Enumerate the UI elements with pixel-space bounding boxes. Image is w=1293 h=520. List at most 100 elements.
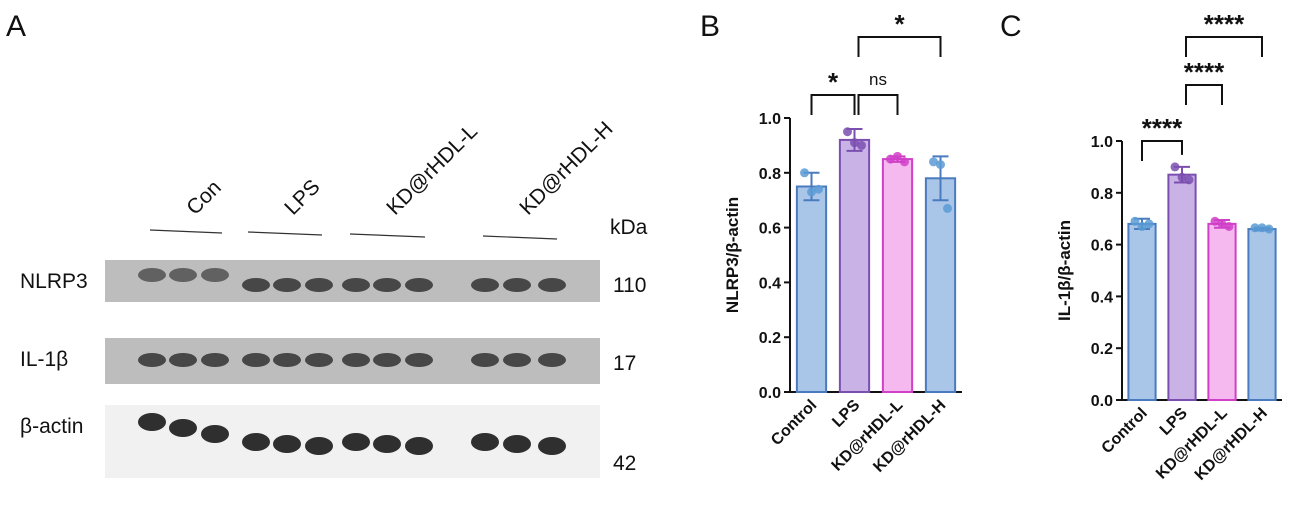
blot-band xyxy=(273,435,301,453)
data-point xyxy=(1130,216,1140,226)
data-point xyxy=(850,138,859,148)
blot-band xyxy=(201,268,229,282)
data-point xyxy=(1257,223,1267,233)
bar xyxy=(838,138,871,393)
y-tick-label: 1.0 xyxy=(759,111,781,128)
data-point xyxy=(1217,219,1227,229)
group-line xyxy=(482,235,558,240)
y-axis-label: NLRP3/β-actin xyxy=(723,197,742,313)
blot-band xyxy=(342,353,370,367)
significance-label: ns xyxy=(869,70,887,89)
panel-label: B xyxy=(700,10,720,43)
panel-label: C xyxy=(1000,10,1022,43)
blot-band xyxy=(201,353,229,367)
y-tick-label: 0.6 xyxy=(759,221,781,238)
data-point xyxy=(800,168,809,178)
western-blot: NLRP3 110 IL-1β 17 β-actin 42 kDa Con LPS KD@rHDL… xyxy=(20,117,648,478)
group-label: LPS xyxy=(280,175,324,219)
blot-band xyxy=(138,413,166,431)
blot-band xyxy=(201,425,229,443)
blot-band xyxy=(373,278,401,292)
significance-bracket xyxy=(1141,140,1183,161)
data-point xyxy=(814,184,823,194)
bar xyxy=(1247,228,1277,401)
blot-band xyxy=(538,353,566,367)
data-point xyxy=(936,160,945,170)
blot-band xyxy=(373,353,401,367)
data-point xyxy=(1137,221,1147,231)
y-tick-label: 0.8 xyxy=(1091,186,1113,203)
blot-band xyxy=(503,353,531,367)
data-point xyxy=(900,157,909,167)
blot-band xyxy=(242,278,270,292)
blot-band xyxy=(373,435,401,453)
blot-band xyxy=(405,353,433,367)
blot-band xyxy=(342,433,370,451)
significance-bracket xyxy=(857,36,942,57)
blot-band xyxy=(471,353,499,367)
group-label: KD@rHDL-L xyxy=(382,120,482,220)
blot-band xyxy=(503,435,531,453)
significance-bracket xyxy=(810,94,856,115)
data-point xyxy=(886,154,895,164)
y-tick-label: 0.0 xyxy=(759,385,781,402)
blot-band xyxy=(471,433,499,451)
data-point xyxy=(1177,172,1187,182)
blot-band xyxy=(169,419,197,437)
data-point xyxy=(943,203,952,213)
blot-band xyxy=(169,268,197,282)
data-point xyxy=(807,187,816,197)
blot-band xyxy=(273,278,301,292)
data-point xyxy=(929,157,938,167)
blot-band xyxy=(138,268,166,282)
y-tick-label: 0.4 xyxy=(759,275,781,292)
data-point xyxy=(843,127,852,137)
data-point xyxy=(1144,219,1154,229)
blot-row-label: IL-1β xyxy=(20,348,68,371)
x-tick-label: Control xyxy=(1099,405,1151,457)
bar xyxy=(1207,222,1237,401)
data-point xyxy=(1224,221,1234,231)
blot-unit: kDa xyxy=(610,216,648,239)
x-tick-label: KD@rHDL-H xyxy=(1192,405,1271,484)
y-tick-label: 0.8 xyxy=(759,166,781,183)
group-line xyxy=(149,229,223,234)
blot-kda: 42 xyxy=(613,452,636,475)
x-tick-label: Control xyxy=(768,397,820,449)
significance-label: **** xyxy=(1142,113,1183,143)
blot-band xyxy=(538,437,566,455)
group-line xyxy=(349,233,426,238)
blot-kda: 17 xyxy=(613,352,636,375)
y-tick-label: 0.4 xyxy=(1091,289,1113,306)
blot-row-label: NLRP3 xyxy=(20,270,88,293)
group-label: KD@rHDL-H xyxy=(515,117,617,219)
blot-band xyxy=(305,353,333,367)
panel-label: A xyxy=(6,10,26,43)
bar xyxy=(1167,173,1197,401)
data-point xyxy=(1184,175,1194,185)
x-tick-label: LPS xyxy=(1157,405,1191,439)
blot-band xyxy=(138,353,166,367)
significance-label: **** xyxy=(1184,57,1225,87)
x-tick-label: LPS xyxy=(829,397,863,431)
significance-label: * xyxy=(828,67,839,97)
blot-band xyxy=(405,437,433,455)
blot-band xyxy=(242,433,270,451)
blot-band xyxy=(405,278,433,292)
data-point xyxy=(1250,223,1260,233)
significance-label: **** xyxy=(1204,9,1245,39)
data-point xyxy=(857,140,866,150)
significance-label: * xyxy=(894,9,905,39)
y-tick-label: 0.2 xyxy=(1091,341,1113,358)
blot-band xyxy=(538,278,566,292)
blot-row-label: β-actin xyxy=(20,415,83,438)
data-point xyxy=(1170,162,1180,172)
blot-band xyxy=(273,353,301,367)
data-point xyxy=(893,151,902,161)
y-tick-label: 1.0 xyxy=(1091,134,1113,151)
blot-band xyxy=(242,353,270,367)
bar xyxy=(881,158,914,393)
y-tick-label: 0.6 xyxy=(1091,238,1113,255)
blot-band xyxy=(471,278,499,292)
